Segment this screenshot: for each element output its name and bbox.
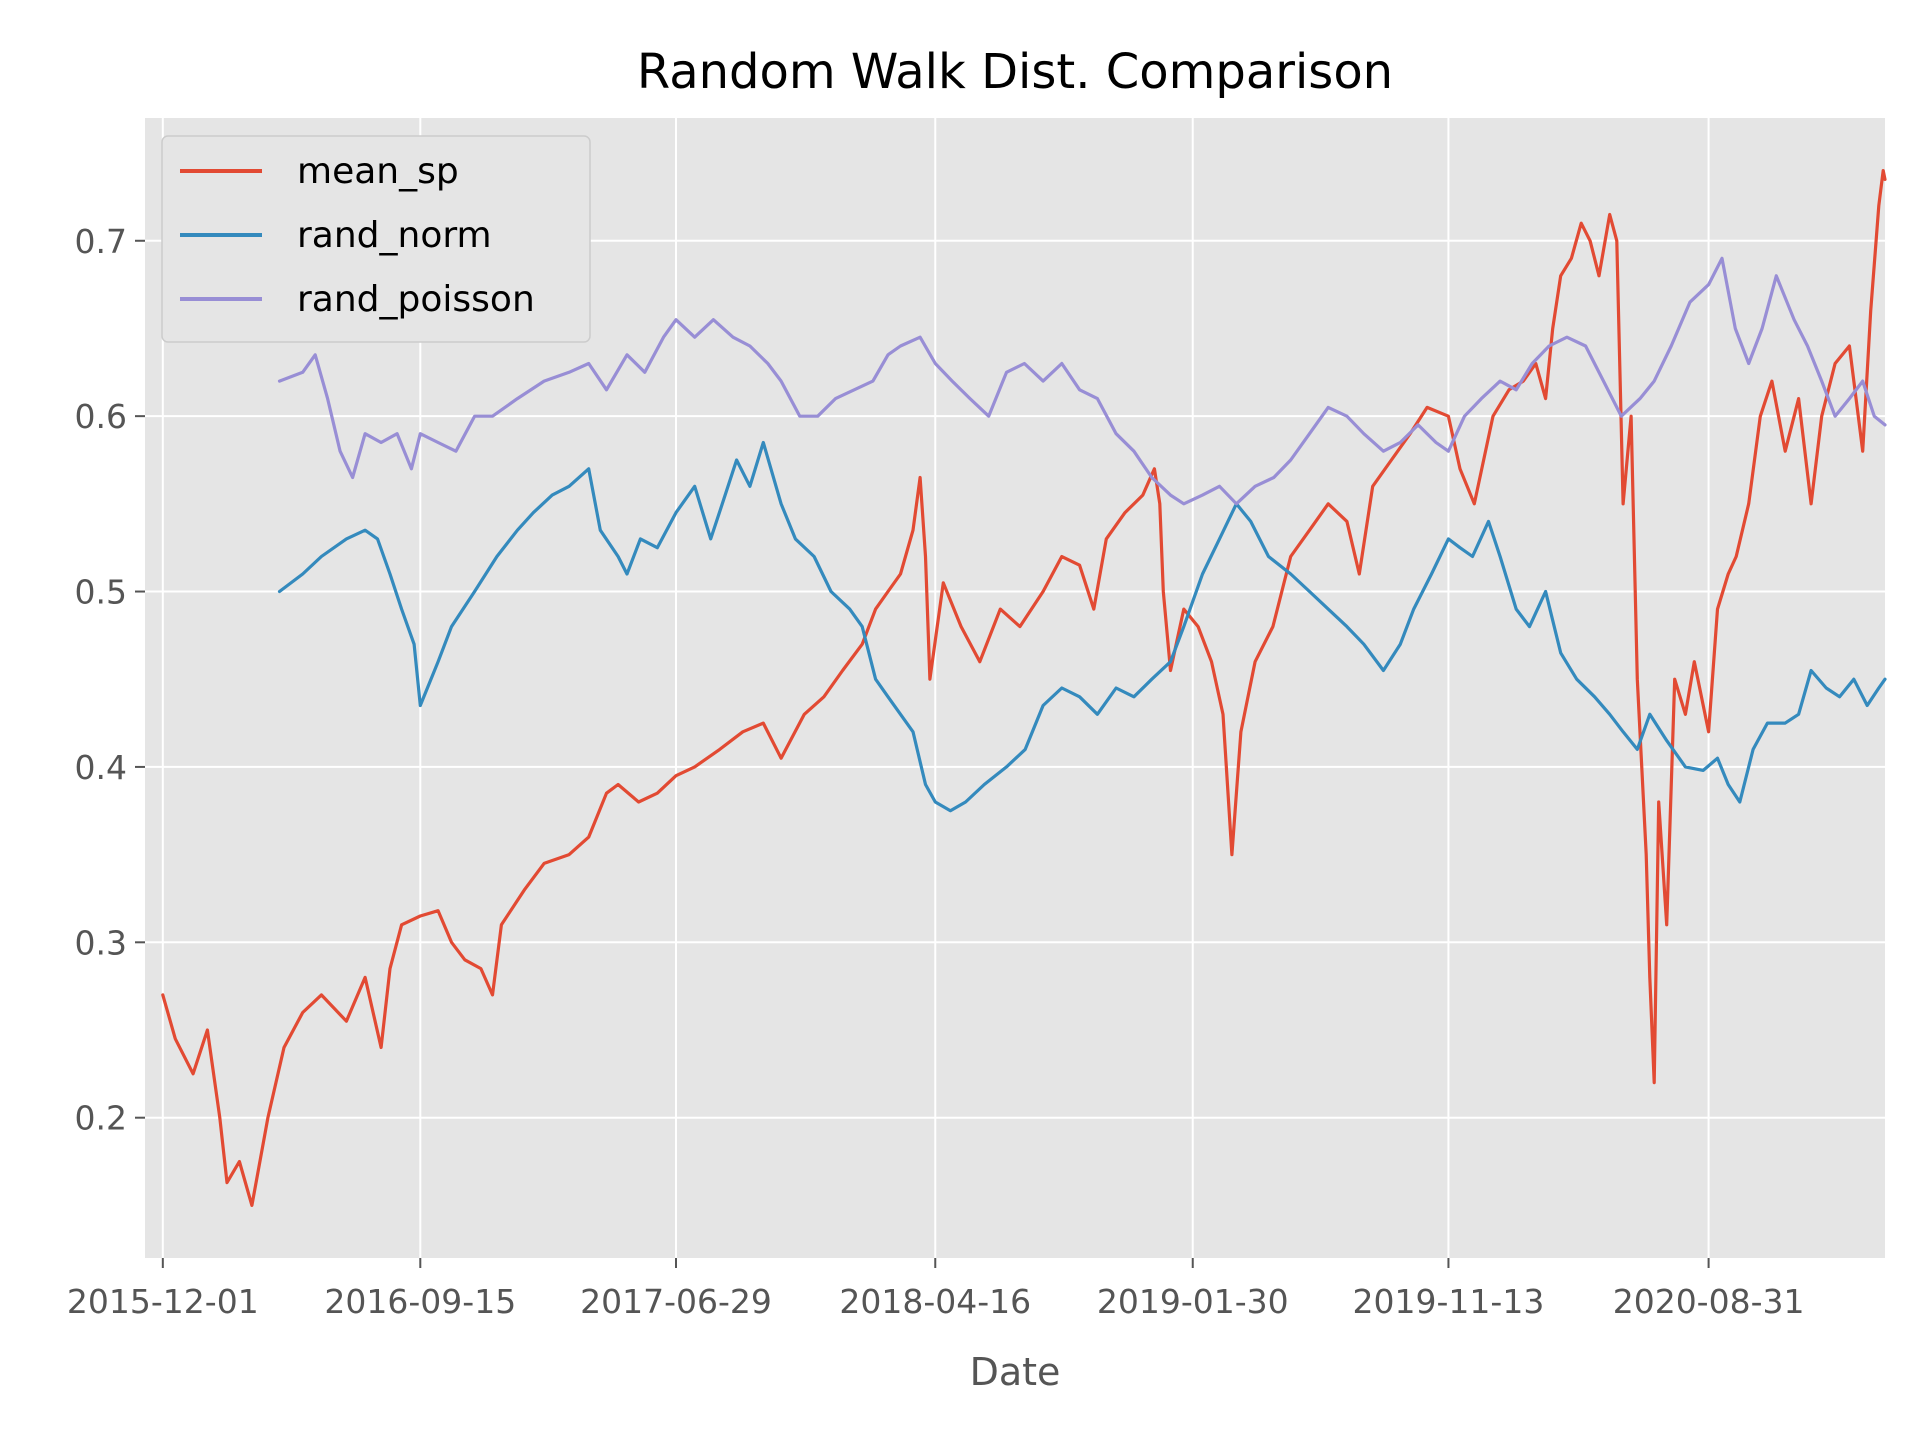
y-tick-label: 0.5: [75, 573, 127, 612]
x-tick-label: 2015-12-01: [67, 1282, 259, 1321]
x-tick-label: 2018-04-16: [839, 1282, 1031, 1321]
y-tick-label: 0.6: [75, 397, 127, 436]
axes: 2015-12-01 2016-09-15 2017-06-29 2018-04-16…: [67, 222, 1805, 1321]
series-line-rand-norm: [277, 440, 1887, 813]
series-line-rand-poisson: [277, 256, 1887, 506]
x-tick-label: 2017-06-29: [580, 1282, 772, 1321]
series-lines: [161, 169, 1887, 1208]
legend-label: rand_norm: [297, 215, 492, 256]
x-tick-label: 2020-08-31: [1613, 1282, 1805, 1321]
chart-title: Random Walk Dist. Comparison: [637, 44, 1393, 100]
y-tick-label: 0.7: [75, 222, 127, 261]
legend-box: [161, 135, 591, 343]
x-tick-label: 2019-01-30: [1097, 1282, 1289, 1321]
x-tick-label: 2016-09-15: [324, 1282, 516, 1321]
x-tick-label: 2019-11-13: [1353, 1282, 1545, 1321]
legend-label: rand_poisson: [297, 279, 535, 320]
legend: mean_sp rand_norm rand_poisson: [161, 135, 591, 343]
y-tick-label: 0.2: [75, 1099, 127, 1138]
x-axis-label: Date: [970, 1350, 1061, 1394]
y-tick-label: 0.3: [75, 923, 127, 962]
y-tick-label: 0.4: [75, 748, 127, 787]
series-line-mean-sp: [161, 169, 1887, 1208]
legend-label: mean_sp: [297, 151, 459, 192]
